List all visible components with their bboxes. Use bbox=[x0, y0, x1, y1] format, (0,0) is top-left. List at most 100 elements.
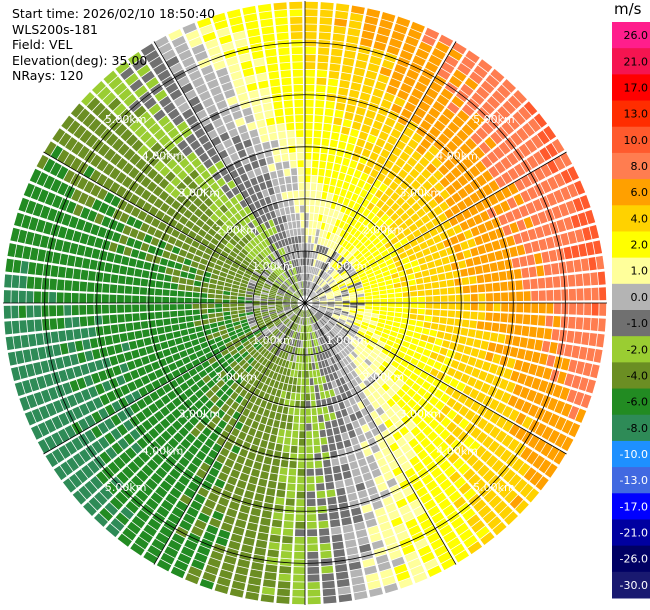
velocity-gate bbox=[132, 313, 140, 322]
velocity-gate bbox=[172, 114, 185, 126]
velocity-gate bbox=[401, 415, 411, 425]
azimuth-spokes bbox=[3, 1, 607, 605]
velocity-gate bbox=[110, 414, 122, 426]
velocity-gate bbox=[219, 569, 233, 580]
velocity-gate bbox=[541, 426, 554, 441]
velocity-gate bbox=[234, 438, 244, 448]
velocity-gate bbox=[143, 551, 158, 564]
velocity-gate bbox=[262, 141, 271, 150]
velocity-gate bbox=[278, 474, 287, 483]
velocity-gate bbox=[18, 197, 30, 213]
velocity-gate bbox=[429, 448, 441, 460]
velocity-gate bbox=[187, 462, 199, 474]
velocity-gate bbox=[357, 179, 366, 189]
velocity-gate bbox=[274, 319, 281, 325]
velocity-gate bbox=[326, 93, 336, 102]
velocity-gate bbox=[334, 187, 342, 195]
velocity-gate bbox=[193, 344, 202, 352]
velocity-gate bbox=[156, 147, 168, 159]
velocity-gate bbox=[389, 549, 403, 560]
velocity-gate bbox=[257, 334, 264, 341]
velocity-gate bbox=[351, 468, 361, 477]
velocity-gate bbox=[543, 264, 552, 276]
velocity-gate bbox=[84, 480, 98, 495]
velocity-gate bbox=[275, 306, 283, 310]
velocity-gate bbox=[421, 269, 430, 277]
velocity-gate bbox=[515, 314, 523, 324]
velocity-gate bbox=[276, 596, 290, 604]
velocity-gate bbox=[202, 374, 212, 384]
velocity-gate bbox=[167, 108, 180, 120]
velocity-gate bbox=[428, 107, 441, 119]
velocity-gate bbox=[298, 182, 304, 190]
velocity-gate bbox=[365, 192, 374, 202]
velocity-gate bbox=[526, 254, 536, 266]
velocity-gate bbox=[310, 274, 314, 282]
velocity-gate bbox=[248, 282, 256, 287]
range-ring-label: 4.00km bbox=[142, 444, 184, 457]
velocity-gate bbox=[575, 273, 584, 287]
velocity-gate bbox=[230, 533, 243, 543]
velocity-gate bbox=[248, 264, 256, 271]
velocity-gate bbox=[70, 103, 85, 118]
velocity-gate bbox=[109, 294, 117, 303]
velocity-gate bbox=[50, 145, 63, 160]
velocity-gate bbox=[506, 235, 516, 247]
velocity-gate bbox=[229, 216, 238, 225]
colorbar-tick-label: -4.0 bbox=[627, 369, 648, 382]
velocity-gate bbox=[294, 292, 300, 298]
velocity-gate bbox=[527, 118, 541, 133]
velocity-gate bbox=[316, 221, 322, 230]
velocity-gate bbox=[257, 279, 265, 285]
velocity-gate bbox=[37, 189, 49, 203]
velocity-gate bbox=[316, 85, 326, 93]
velocity-gate bbox=[474, 235, 484, 246]
velocity-gate bbox=[145, 345, 155, 355]
velocity-gate bbox=[178, 277, 187, 285]
velocity-gate bbox=[346, 216, 353, 225]
velocity-gate bbox=[345, 321, 353, 327]
velocity-gate bbox=[364, 333, 372, 340]
velocity-gate bbox=[245, 297, 253, 301]
velocity-gate bbox=[293, 284, 298, 291]
velocity-gate bbox=[239, 472, 250, 482]
velocity-gate bbox=[381, 402, 391, 412]
velocity-gate bbox=[202, 571, 217, 583]
velocity-gate bbox=[294, 205, 300, 213]
velocity-gate bbox=[71, 188, 82, 202]
velocity-gate bbox=[220, 250, 229, 258]
velocity-gate bbox=[233, 573, 247, 583]
velocity-gate bbox=[352, 583, 367, 593]
velocity-gate bbox=[343, 250, 350, 258]
velocity-gate bbox=[266, 333, 273, 340]
velocity-gate bbox=[96, 261, 106, 272]
velocity-gate bbox=[282, 406, 289, 415]
velocity-gate bbox=[481, 101, 495, 115]
velocity-gate bbox=[526, 186, 538, 200]
velocity-gate bbox=[298, 317, 302, 325]
velocity-gate bbox=[386, 477, 398, 488]
velocity-gate bbox=[177, 304, 185, 310]
velocity-gate bbox=[330, 318, 338, 323]
velocity-gate bbox=[393, 563, 408, 575]
velocity-gate bbox=[319, 17, 333, 25]
velocity-gate bbox=[353, 278, 361, 284]
velocity-gate bbox=[349, 128, 360, 138]
velocity-gate bbox=[293, 567, 305, 575]
velocity-gate bbox=[80, 363, 90, 376]
velocity-gate bbox=[145, 77, 159, 90]
velocity-gate bbox=[236, 344, 244, 352]
velocity-gate bbox=[318, 422, 325, 430]
velocity-gate bbox=[282, 383, 288, 391]
velocity-gate bbox=[349, 258, 357, 265]
velocity-gate bbox=[104, 432, 116, 445]
velocity-gate bbox=[423, 414, 434, 425]
velocity-gate bbox=[505, 381, 516, 393]
velocity-gate bbox=[184, 163, 195, 174]
velocity-gate bbox=[94, 293, 102, 303]
velocity-gate bbox=[140, 222, 150, 233]
velocity-gate bbox=[245, 300, 253, 303]
velocity-gate bbox=[315, 268, 320, 276]
velocity-gate bbox=[390, 516, 403, 528]
velocity-gate bbox=[200, 341, 209, 349]
